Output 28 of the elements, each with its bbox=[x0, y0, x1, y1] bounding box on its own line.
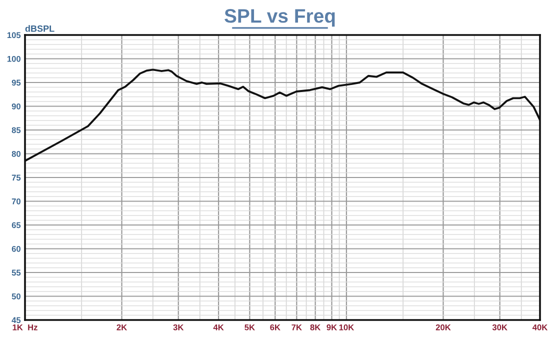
x-tick-label: 10K bbox=[339, 324, 354, 330]
x-tick-label: 9K bbox=[326, 324, 337, 330]
y-tick-label: 50 bbox=[12, 293, 20, 300]
y-tick-label: 60 bbox=[12, 246, 20, 252]
y-tick-label: 65 bbox=[12, 222, 21, 228]
y-tick-label: 95 bbox=[12, 80, 21, 86]
chart-title: SPL vs Freq bbox=[224, 9, 335, 27]
x-tick-label: 3K bbox=[173, 324, 184, 330]
y-tick-label: 80 bbox=[12, 150, 20, 157]
y-tick-label: 75 bbox=[12, 174, 21, 181]
x-tick-label: 5K bbox=[244, 324, 255, 330]
y-axis-title: dBSPL bbox=[25, 25, 54, 32]
x-tick-label: 40K bbox=[532, 324, 548, 330]
x-tick-label: 30K bbox=[492, 324, 508, 330]
y-tick-label: 105 bbox=[7, 32, 21, 38]
y-tick-label: 55 bbox=[12, 270, 21, 276]
y-tick-label: 45 bbox=[12, 317, 21, 324]
x-tick-label: 8K bbox=[310, 324, 321, 330]
x-tick-label: 7K bbox=[292, 324, 302, 330]
y-tick-label: 70 bbox=[12, 198, 20, 204]
x-tick-label: 1K Hz bbox=[12, 324, 38, 330]
y-tick-label: 85 bbox=[12, 127, 21, 134]
x-tick-label: 4K bbox=[213, 324, 224, 330]
x-tick-label: 20K bbox=[436, 324, 451, 330]
x-tick-label: 2K bbox=[116, 324, 128, 330]
y-tick-label: 100 bbox=[7, 56, 20, 62]
y-tick-label: 90 bbox=[12, 103, 20, 110]
x-tick-label: 6K bbox=[270, 324, 280, 330]
